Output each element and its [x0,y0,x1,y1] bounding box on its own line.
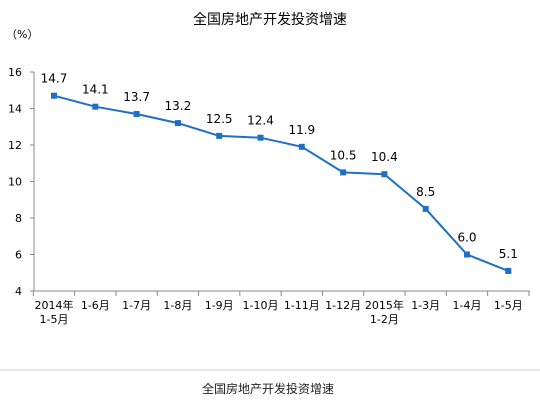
data-point-marker [381,171,388,178]
x-tick-label: 2014年 [35,298,74,312]
x-tick-label: 1-2月 [370,313,399,326]
data-labels: 14.7 14.1 13.7 13.2 12.5 12.4 11.9 10.5 10.4 8.5 6… [41,72,518,261]
x-tick-label: 1-5月 [40,313,69,326]
y-tick-label: 4 [15,285,22,298]
x-tick-label: 2015年 [365,298,404,312]
chart-caption: 全国房地产开发投资增速 [202,381,334,396]
x-tick-label: 1-10月 [243,299,279,312]
data-point-marker [51,92,57,99]
data-point-marker [298,143,305,150]
y-tick-label: 6 [15,249,22,262]
data-point-marker [257,134,264,141]
x-tick-label: 1-3月 [411,299,440,312]
data-label: 10.4 [371,150,398,164]
data-label: 10.5 [330,148,357,162]
data-point-marker [133,110,140,117]
data-point-marker [505,267,512,274]
x-tick-label: 1-5月 [494,299,523,312]
data-label: 12.4 [247,114,274,128]
data-point-marker [174,120,181,127]
x-tick-label: 1-8月 [163,299,192,312]
series-line [53,94,509,272]
y-tick-label: 10 [8,176,22,189]
data-label: 14.1 [82,83,109,97]
data-label: 14.7 [41,72,68,86]
data-point-marker [216,132,223,139]
y-axis-unit-label: （%） [6,28,38,41]
data-label: 13.2 [165,99,192,113]
data-point-marker [464,251,470,258]
data-label: 13.7 [123,90,150,104]
y-tick-label: 14 [8,103,22,116]
data-label: 8.5 [416,185,435,199]
x-tick-label: 1-9月 [205,299,234,312]
y-tick-label: 8 [15,212,22,225]
data-point-marker [92,103,99,110]
y-tick-label: 16 [8,66,22,79]
data-label: 11.9 [288,123,315,137]
x-tick-label: 1-4月 [453,299,482,312]
x-tick-label: 1-11月 [284,299,320,312]
data-label: 6.0 [457,231,476,245]
y-tick-label: 12 [8,139,22,152]
x-tick-label: 1-12月 [325,299,361,312]
data-point-marker [422,205,429,212]
series-markers [51,92,512,274]
chart-title: 全国房地产开发投资增速 [193,11,347,28]
data-point-marker [340,169,347,176]
data-label: 5.1 [499,247,518,261]
x-tick-label: 1-6月 [81,299,110,312]
y-axis-ticks: 4 6 8 10 12 14 16 [8,66,34,298]
x-tick-label: 1-7月 [122,299,151,312]
data-label: 12.5 [206,112,233,126]
